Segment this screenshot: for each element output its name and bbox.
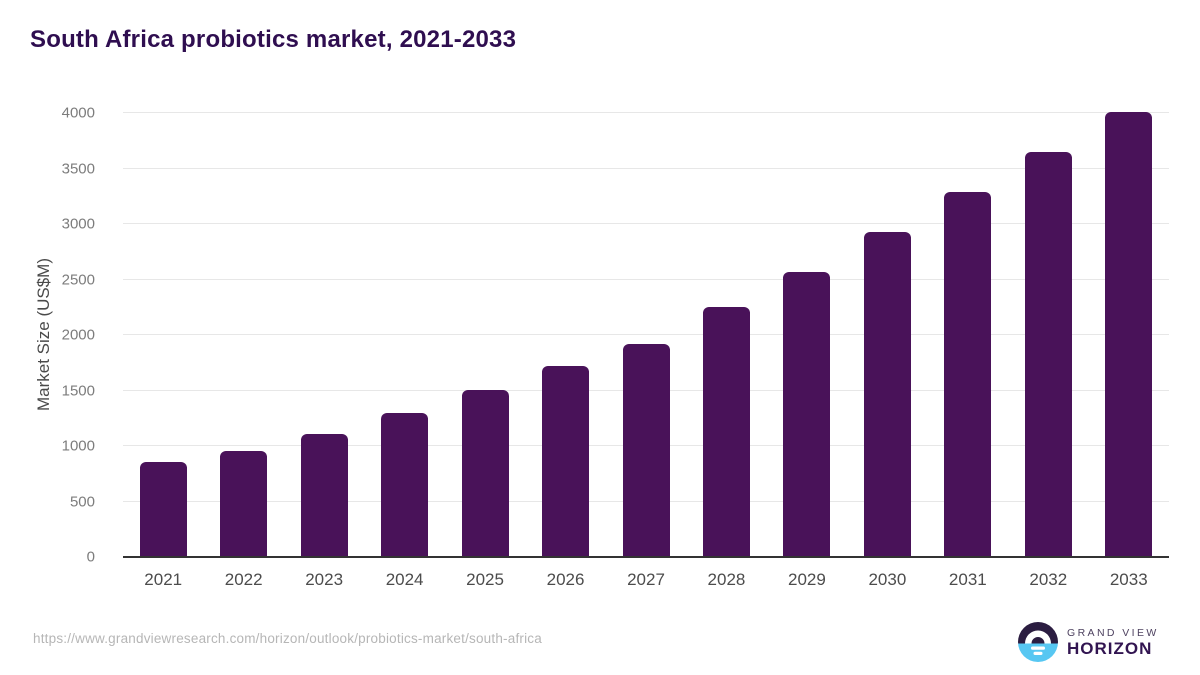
bar-2025 [461, 389, 509, 557]
x-tick-label-2021: 2021 [144, 570, 183, 589]
bar-2027 [622, 343, 670, 557]
y-tick-label-4000: 4000 [61, 104, 95, 122]
gridline-2500 [123, 278, 1169, 280]
source-url: https://www.grandviewresearch.com/horizo… [33, 631, 542, 646]
x-tick-label-2032: 2032 [1029, 570, 1068, 589]
x-tick-label-2031: 2031 [948, 570, 987, 589]
x-tick-label-2023: 2023 [305, 570, 344, 589]
x-tick-label-2033: 2033 [1109, 570, 1148, 589]
gridline-3500 [123, 167, 1169, 169]
bar-2033 [1105, 111, 1153, 557]
horizon-sunrise-icon [1018, 622, 1058, 662]
gridline-2000 [123, 334, 1169, 335]
y-tick-label-2000: 2000 [61, 326, 95, 344]
y-tick-label-3000: 3000 [61, 215, 95, 233]
y-tick-label-3500: 3500 [61, 160, 95, 177]
logo-text: GRAND VIEW HORIZON [1067, 627, 1159, 657]
plot-area [123, 111, 1169, 558]
x-tick-label-2024: 2024 [385, 570, 424, 589]
y-tick-label-1000: 1000 [61, 437, 95, 455]
x-tick-label-2026: 2026 [546, 570, 585, 589]
x-axis-line [123, 556, 1169, 558]
y-axis-tick-labels: 0 500 1000 1500 2000 2500 3000 3500 4000 [40, 106, 95, 565]
bar-2026 [542, 366, 590, 557]
x-axis-tick-labels: 2021 2022 2023 2024 2025 2026 2027 2028 2029 2030… [123, 567, 1169, 593]
bar-2024 [381, 412, 429, 557]
grand-view-horizon-logo: GRAND VIEW HORIZON [1018, 622, 1159, 662]
x-tick-label-2025: 2025 [466, 570, 504, 589]
y-tick-label-1500: 1500 [61, 382, 95, 399]
bar-2031 [944, 191, 992, 557]
bar-2022 [220, 451, 268, 557]
y-tick-label-0: 0 [86, 548, 95, 566]
bar-2021 [139, 462, 187, 557]
y-tick-label-500: 500 [69, 493, 95, 510]
x-tick-label-2027: 2027 [627, 570, 665, 589]
bar-2023 [300, 433, 348, 557]
bar-2028 [702, 306, 750, 557]
x-tick-label-2028: 2028 [707, 570, 746, 589]
x-tick-label-2022: 2022 [224, 570, 263, 589]
bar-2032 [1024, 151, 1072, 557]
gridline-3000 [123, 223, 1169, 224]
gridline-4000 [123, 112, 1169, 113]
chart-title: South Africa probiotics market, 2021-203… [30, 26, 517, 53]
x-tick-label-2029: 2029 [788, 570, 826, 589]
x-tick-label-2030: 2030 [868, 570, 907, 589]
y-tick-label-2500: 2500 [61, 271, 95, 288]
logo-line1: GRAND VIEW [1067, 627, 1159, 639]
bar-2030 [863, 231, 911, 557]
logo-line2: HORIZON [1067, 639, 1153, 658]
bar-2029 [783, 271, 831, 557]
